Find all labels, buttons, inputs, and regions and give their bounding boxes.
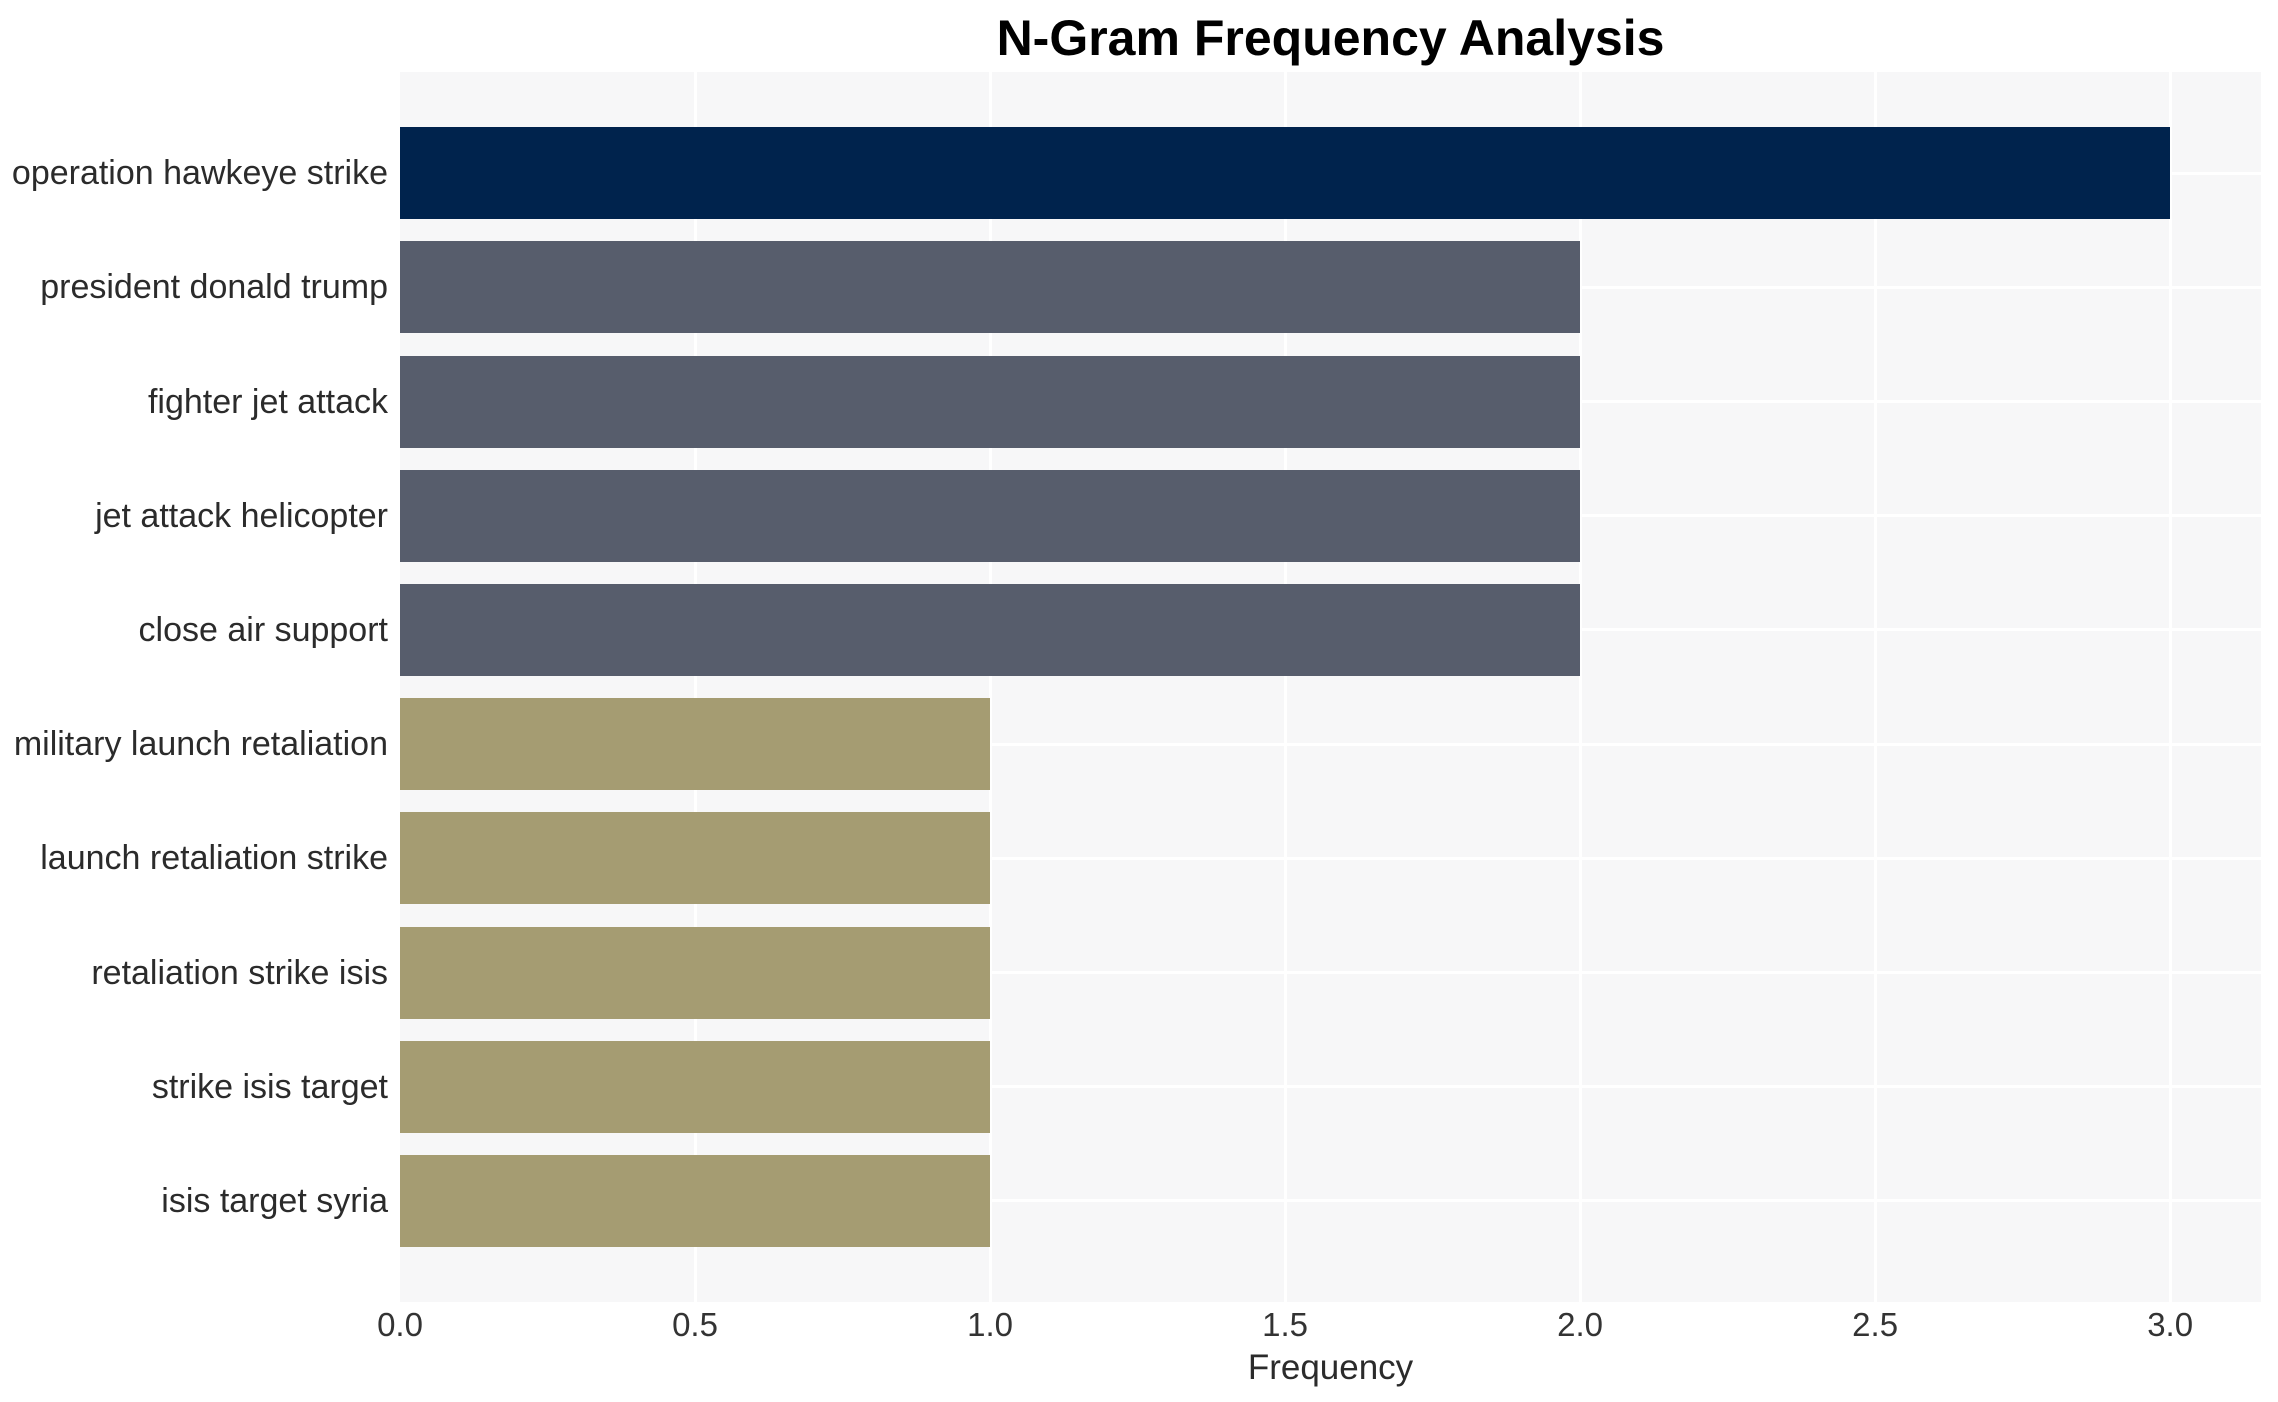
x-tick-2.0: 2.0 xyxy=(1557,1306,1604,1343)
gridline-vertical xyxy=(1873,72,1877,1302)
y-axis-label-isis-target-syria: isis target syria xyxy=(161,1181,388,1220)
y-axis-label-fighter-jet-attack: fighter jet attack xyxy=(147,382,388,421)
gridline-horizontal xyxy=(400,971,2261,974)
gridline-vertical xyxy=(1578,72,1582,1302)
x-tick-0.0: 0.0 xyxy=(377,1306,423,1343)
bar-operation-hawkeye-strike xyxy=(400,127,2171,220)
y-axis-label-strike-isis-target: strike isis target xyxy=(151,1067,388,1106)
bar-military-launch-retaliation xyxy=(400,698,991,791)
bar-close-air-support xyxy=(400,583,1581,676)
x-axis-title: Frequency xyxy=(1247,1348,1414,1387)
chart-title: N-Gram Frequency Analysis xyxy=(996,10,1665,66)
bar-jet-attack-helicopter xyxy=(400,469,1581,562)
bar-retaliation-strike-isis xyxy=(400,926,991,1019)
bar-strike-isis-target xyxy=(400,1040,991,1133)
gridline-horizontal xyxy=(400,1199,2261,1203)
x-tick-2.5: 2.5 xyxy=(1852,1306,1899,1343)
bar-launch-retaliation-strike xyxy=(400,812,991,905)
gridline-horizontal xyxy=(400,856,2261,860)
gridline-vertical xyxy=(2168,72,2172,1302)
gridline-horizontal xyxy=(400,1085,2261,1089)
y-axis-label-close-air-support: close air support xyxy=(138,610,388,649)
gridline-vertical xyxy=(693,72,697,1302)
y-axis-label-operation-hawkeye-strike: operation hawkeye strike xyxy=(11,154,388,193)
gridline-horizontal xyxy=(400,742,2261,746)
x-tick-1.5: 1.5 xyxy=(1262,1306,1308,1343)
gridline-vertical xyxy=(1283,72,1287,1302)
bar-isis-target-syria xyxy=(400,1154,991,1247)
x-tick-0.5: 0.5 xyxy=(672,1306,718,1343)
bar-fighter-jet-attack xyxy=(400,355,1581,448)
gridline-vertical xyxy=(988,72,992,1302)
x-tick-1.0: 1.0 xyxy=(967,1306,1013,1343)
y-axis-label-military-launch-retaliation: military launch retaliation xyxy=(13,725,388,764)
y-axis-label-jet-attack-helicopter: jet attack helicopter xyxy=(95,496,388,535)
bar-president-donald-trump xyxy=(400,241,1581,334)
y-axis-label-president-donald-trump: president donald trump xyxy=(40,268,388,307)
plot-area xyxy=(400,72,2261,1302)
y-axis-label-retaliation-strike-isis: retaliation strike isis xyxy=(91,953,388,992)
x-tick-3.0: 3.0 xyxy=(2147,1306,2194,1343)
y-axis-label-launch-retaliation-strike: launch retaliation strike xyxy=(40,839,388,878)
